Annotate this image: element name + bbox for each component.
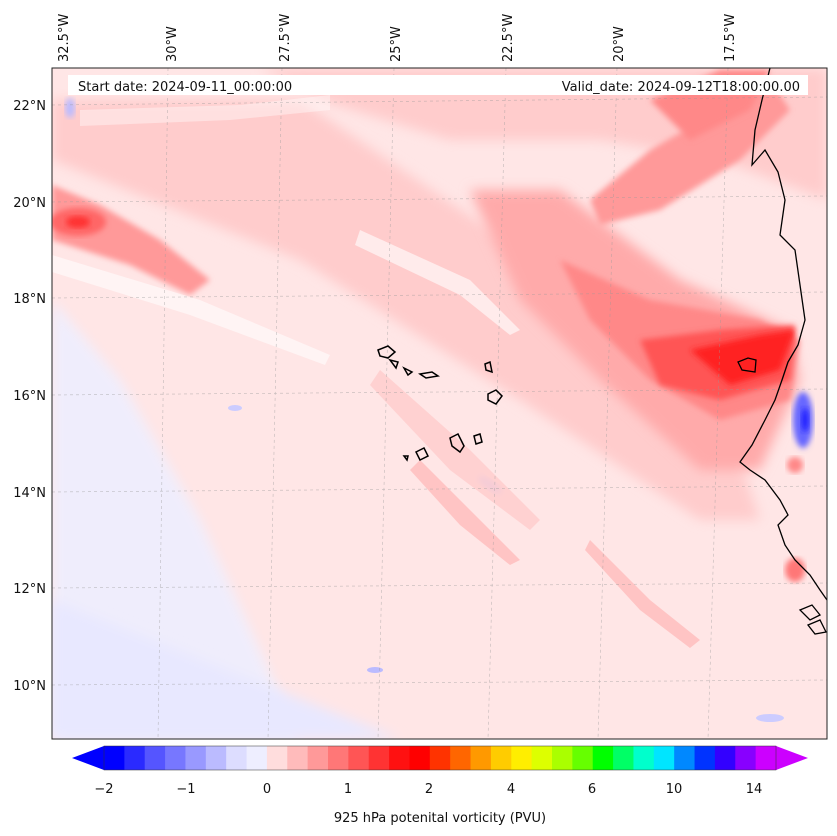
colorbar: −2 −1 0 1 2 4 6 10 14 925 hPa potenital … <box>72 745 808 826</box>
pv-field <box>52 68 827 739</box>
colorbar-segment <box>429 746 451 770</box>
cb-tick: 1 <box>344 782 352 797</box>
lon-tick: 17.5°W <box>723 14 738 62</box>
lat-tick: 20°N <box>13 196 46 211</box>
colorbar-segment <box>531 746 553 770</box>
colorbar-segment <box>674 746 696 770</box>
lon-tick: 20°W <box>612 26 627 62</box>
cb-tick: 14 <box>746 782 763 797</box>
colorbar-segment <box>348 746 370 770</box>
colorbar-segment <box>572 746 594 770</box>
lon-tick: 25°W <box>389 26 404 62</box>
colorbar-segment <box>755 746 777 770</box>
lat-tick: 14°N <box>13 486 46 501</box>
colorbar-segment <box>409 746 431 770</box>
colorbar-ticks: −2 −1 0 1 2 4 6 10 14 <box>94 782 762 797</box>
colorbar-segment <box>226 746 248 770</box>
cb-tick: −2 <box>94 782 113 797</box>
colorbar-segment <box>165 746 187 770</box>
colorbar-segment <box>653 746 675 770</box>
colorbar-segment <box>714 746 736 770</box>
colorbar-segment <box>287 746 309 770</box>
colorbar-segment <box>185 746 207 770</box>
colorbar-segment <box>490 746 512 770</box>
colorbar-segment <box>328 746 349 770</box>
cb-tick: 6 <box>588 782 596 797</box>
colorbar-segment <box>368 746 390 770</box>
colorbar-segment <box>470 746 492 770</box>
colorbar-title: 925 hPa potenital vorticity (PVU) <box>334 811 546 826</box>
cb-tick: 2 <box>425 782 433 797</box>
colorbar-segment <box>694 746 716 770</box>
lon-tick: 32.5°W <box>57 14 72 62</box>
colorbar-segment <box>104 746 125 770</box>
colorbar-segment <box>633 746 655 770</box>
lon-tick-labels: 32.5°W 30°W 27.5°W 25°W 22.5°W 20°W 17.5… <box>57 14 738 62</box>
lat-tick: 12°N <box>13 582 46 597</box>
colorbar-segment <box>613 746 635 770</box>
lat-tick-labels: 22°N 20°N 18°N 16°N 14°N 12°N 10°N <box>13 99 46 694</box>
valid-date-label: Valid_date: 2024-09-12T18:00:00.00 <box>562 80 800 95</box>
lat-tick: 22°N <box>13 99 46 114</box>
colorbar-segment <box>144 746 166 770</box>
colorbar-max-arrow <box>776 746 808 770</box>
lon-tick: 22.5°W <box>501 14 516 62</box>
colorbar-segment <box>205 746 227 770</box>
lon-tick: 27.5°W <box>278 14 293 62</box>
colorbar-segment <box>307 746 329 770</box>
lat-tick: 16°N <box>13 389 46 404</box>
lon-tick: 30°W <box>165 26 180 62</box>
graticule <box>52 68 827 739</box>
header-box <box>68 75 808 95</box>
colorbar-segment <box>246 746 268 770</box>
cb-tick: 0 <box>263 782 271 797</box>
map-frame <box>51 67 828 740</box>
lat-tick: 18°N <box>13 292 46 307</box>
colorbar-segment <box>450 746 472 770</box>
lat-tick: 10°N <box>13 679 46 694</box>
cb-tick: 10 <box>666 782 683 797</box>
colorbar-segment <box>511 746 533 770</box>
coastline <box>739 68 827 601</box>
colorbar-segment <box>124 746 146 770</box>
colorbar-segment <box>735 746 757 770</box>
colorbar-segments <box>104 746 777 770</box>
colorbar-min-arrow <box>72 746 104 770</box>
colorbar-segment <box>552 746 573 770</box>
colorbar-segment <box>266 746 288 770</box>
start-date-label: Start date: 2024-09-11_00:00:00 <box>78 80 292 95</box>
colorbar-segment <box>592 746 614 770</box>
island-outlines <box>377 345 503 462</box>
colorbar-segment <box>389 746 411 770</box>
cb-tick: −1 <box>176 782 195 797</box>
cb-tick: 4 <box>507 782 515 797</box>
